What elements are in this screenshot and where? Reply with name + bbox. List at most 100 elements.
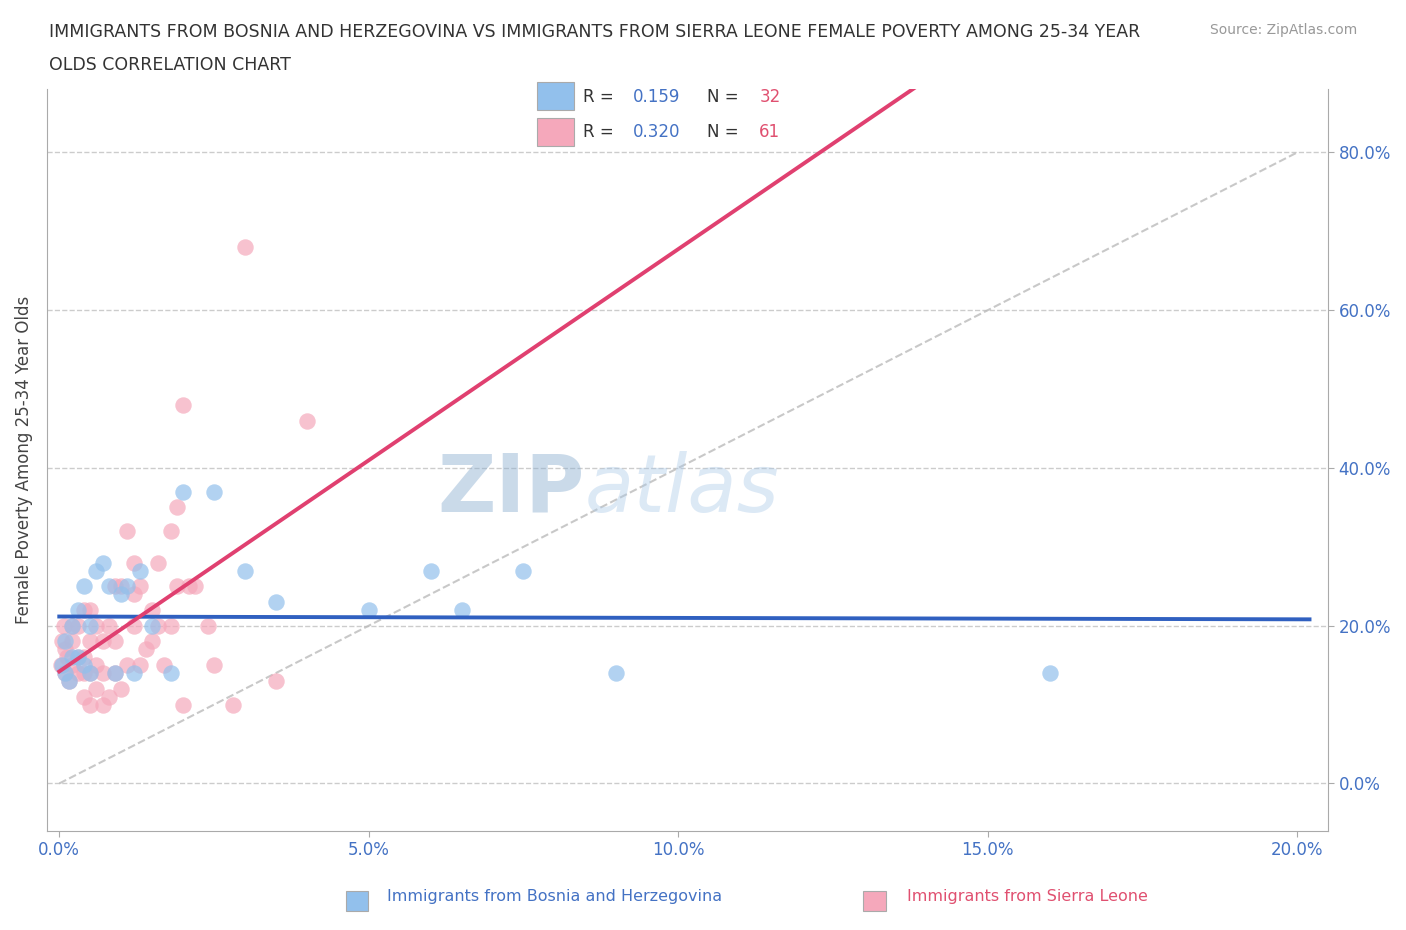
Point — [148, 555, 170, 570]
Text: 32: 32 — [759, 87, 780, 105]
Point — [128, 658, 150, 672]
Text: IMMIGRANTS FROM BOSNIA AND HERZEGOVINA VS IMMIGRANTS FROM SIERRA LEONE FEMALE PO: IMMIGRANTS FROM BOSNIA AND HERZEGOVINA V… — [49, 23, 1140, 41]
Bar — [537, 83, 574, 110]
Point — [159, 524, 181, 538]
Point — [79, 666, 101, 681]
Point — [79, 618, 101, 633]
Point — [202, 485, 225, 499]
Point — [73, 578, 96, 593]
Point — [202, 658, 225, 672]
Point — [60, 650, 83, 665]
Point — [166, 578, 188, 593]
Point — [73, 603, 96, 618]
Point — [172, 485, 194, 499]
Point — [55, 634, 77, 649]
Point — [49, 658, 72, 672]
Point — [264, 594, 287, 609]
Point — [53, 618, 76, 633]
Point — [79, 666, 101, 681]
Text: Source: ZipAtlas.com: Source: ZipAtlas.com — [1209, 23, 1357, 37]
Text: N =: N = — [707, 123, 744, 141]
Point — [73, 666, 96, 681]
Text: 0.159: 0.159 — [633, 87, 679, 105]
Point — [295, 413, 318, 428]
Point — [122, 587, 145, 602]
Point — [51, 634, 73, 649]
Point — [122, 555, 145, 570]
Point — [141, 603, 163, 618]
Point — [221, 698, 243, 712]
Point — [60, 658, 83, 672]
Point — [97, 618, 120, 633]
Point — [55, 666, 77, 681]
Point — [66, 618, 89, 633]
Point — [184, 578, 207, 593]
Point — [51, 658, 73, 672]
Point — [86, 563, 108, 578]
Point — [117, 658, 139, 672]
Point — [141, 618, 163, 633]
Text: R =: R = — [583, 87, 619, 105]
Point — [73, 658, 96, 672]
Point — [86, 618, 108, 633]
Point — [419, 563, 441, 578]
Point — [55, 666, 77, 681]
Point — [605, 666, 627, 681]
Point — [55, 650, 77, 665]
Point — [91, 666, 114, 681]
Text: OLDS CORRELATION CHART: OLDS CORRELATION CHART — [49, 56, 291, 73]
Text: 61: 61 — [759, 123, 780, 141]
Point — [159, 666, 181, 681]
Point — [159, 618, 181, 633]
Point — [233, 563, 256, 578]
Point — [110, 578, 132, 593]
Point — [66, 666, 89, 681]
Point — [110, 587, 132, 602]
Text: R =: R = — [583, 123, 619, 141]
Text: N =: N = — [707, 87, 744, 105]
Point — [179, 578, 201, 593]
Y-axis label: Female Poverty Among 25-34 Year Olds: Female Poverty Among 25-34 Year Olds — [15, 296, 32, 624]
Point — [60, 634, 83, 649]
Point — [450, 603, 472, 618]
Point — [148, 618, 170, 633]
Bar — [537, 118, 574, 146]
Point — [117, 524, 139, 538]
Point — [66, 650, 89, 665]
Point — [60, 618, 83, 633]
Point — [172, 397, 194, 412]
Point — [104, 634, 127, 649]
Point — [233, 240, 256, 255]
Point — [104, 666, 127, 681]
Point — [357, 603, 380, 618]
Text: Immigrants from Sierra Leone: Immigrants from Sierra Leone — [907, 889, 1147, 904]
Point — [264, 673, 287, 688]
Point — [166, 500, 188, 515]
Point — [73, 689, 96, 704]
Point — [141, 634, 163, 649]
Point — [66, 603, 89, 618]
Point — [128, 578, 150, 593]
Point — [172, 698, 194, 712]
Point — [55, 642, 77, 657]
Point — [79, 698, 101, 712]
Point — [122, 618, 145, 633]
Point — [512, 563, 534, 578]
Point — [97, 689, 120, 704]
Point — [117, 578, 139, 593]
Point — [79, 634, 101, 649]
Point — [104, 578, 127, 593]
Text: ZIP: ZIP — [437, 451, 585, 529]
Point — [122, 666, 145, 681]
Point — [110, 682, 132, 697]
Point — [153, 658, 176, 672]
Point — [79, 603, 101, 618]
Text: 0.320: 0.320 — [633, 123, 681, 141]
Point — [66, 650, 89, 665]
Point — [104, 666, 127, 681]
Point — [91, 555, 114, 570]
Point — [91, 634, 114, 649]
Point — [86, 658, 108, 672]
Point — [60, 618, 83, 633]
Point — [58, 673, 80, 688]
